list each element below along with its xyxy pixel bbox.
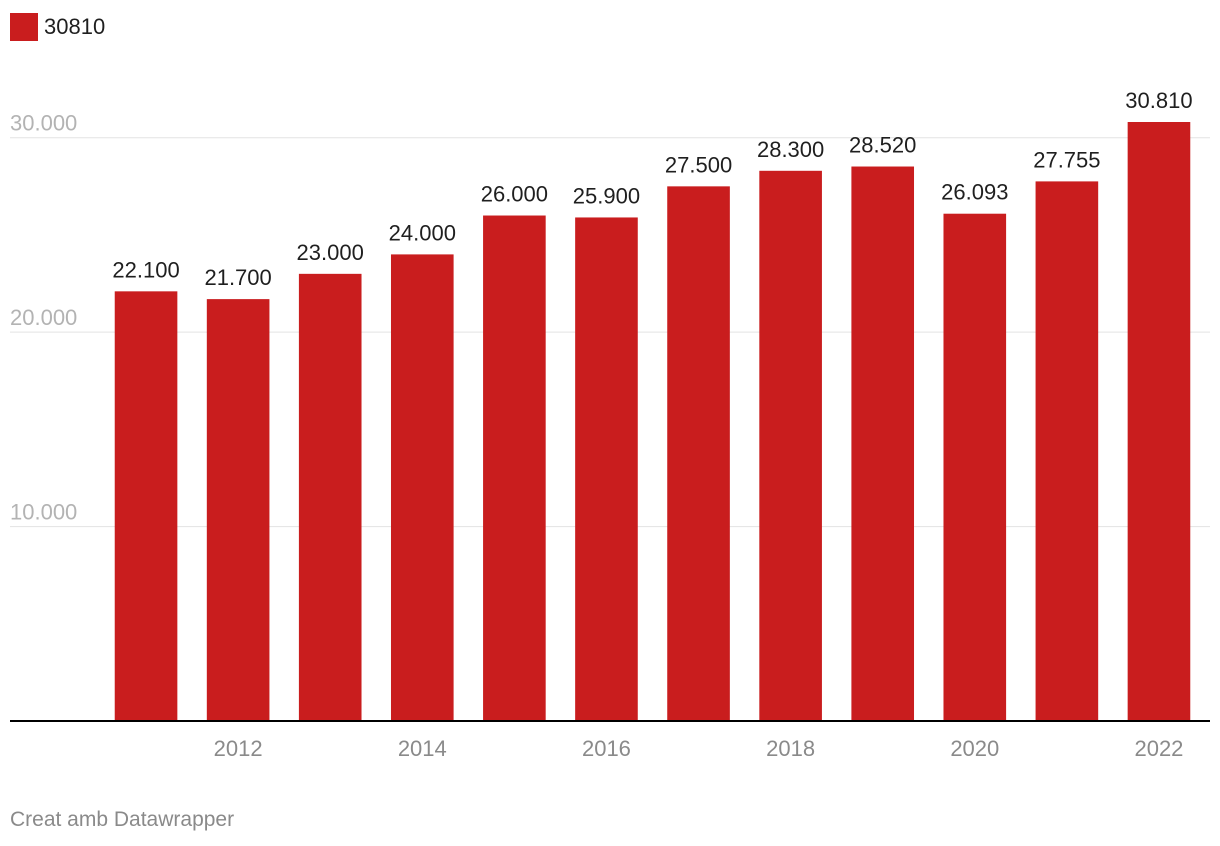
data-label-2019: 28.520 <box>849 133 916 158</box>
y-tick-label: 30.000 <box>10 111 77 136</box>
data-label-2021: 27.755 <box>1033 147 1100 172</box>
data-label-2013: 23.000 <box>297 240 364 265</box>
data-label-2011: 22.100 <box>112 257 179 282</box>
footer-credit: Creat amb Datawrapper <box>10 808 235 831</box>
bar-2017 <box>667 186 730 721</box>
data-label-2022: 30.810 <box>1125 88 1192 113</box>
x-tick-label-2020: 2020 <box>950 736 999 761</box>
x-tick-label-2016: 2016 <box>582 736 631 761</box>
x-tick-label-2014: 2014 <box>398 736 447 761</box>
data-label-2020: 26.093 <box>941 180 1008 205</box>
x-tick-label-2018: 2018 <box>766 736 815 761</box>
bar-2011 <box>114 291 178 721</box>
y-tick-label: 10.000 <box>10 500 77 525</box>
bar-2014 <box>390 254 454 721</box>
bar-2021 <box>1035 181 1099 721</box>
bar-2016 <box>575 217 638 722</box>
legend-label: 30810 <box>44 14 106 39</box>
bar-2018 <box>759 170 822 721</box>
x-tick-label-2022: 2022 <box>1134 736 1183 761</box>
bar-2012 <box>206 299 270 721</box>
data-label-2018: 28.300 <box>757 137 824 162</box>
bar-2015 <box>483 215 546 721</box>
legend-swatch <box>10 13 38 41</box>
chart-legend: 30810 <box>10 12 105 42</box>
bar-2020 <box>943 213 1007 722</box>
data-label-2014: 24.000 <box>389 220 456 245</box>
bar-2013 <box>298 273 362 721</box>
bar-chart: 10.000 20.000 30.000 22.100 21.700 23.000 24.0… <box>10 88 1210 761</box>
data-label-2015: 26.000 <box>481 182 548 207</box>
data-label-2012: 21.700 <box>204 265 271 290</box>
data-label-2016: 25.900 <box>573 183 640 208</box>
y-tick-label: 20.000 <box>10 305 77 330</box>
bar-2022 <box>1127 122 1191 721</box>
data-label-2017: 27.500 <box>665 152 732 177</box>
bar-2019 <box>851 166 915 721</box>
x-tick-label-2012: 2012 <box>214 736 263 761</box>
